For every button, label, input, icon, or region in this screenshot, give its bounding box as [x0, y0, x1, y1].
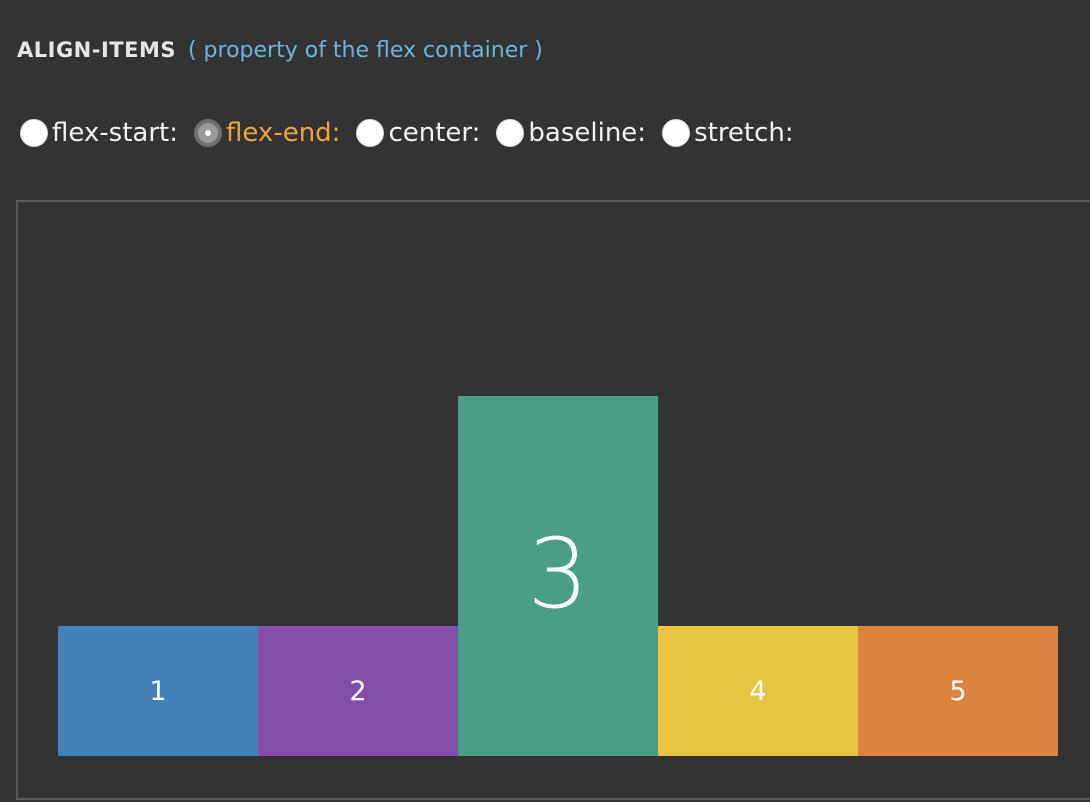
flex-item-label: 1: [149, 675, 167, 707]
flex-item-label: 2: [349, 675, 367, 707]
option-label-flex-end: flex-end:: [226, 118, 341, 148]
option-label-flex-start: flex-start:: [52, 118, 179, 148]
option-label-center: center:: [388, 118, 481, 148]
option-label-stretch: stretch:: [694, 118, 794, 148]
radio-flex-end[interactable]: [194, 119, 223, 147]
flex-item-label: 4: [749, 675, 767, 707]
option-center[interactable]: center:: [356, 118, 480, 148]
radio-center[interactable]: [356, 119, 385, 147]
flex-item-3: 3: [458, 396, 658, 756]
flex-item-5: 5: [858, 626, 1058, 756]
heading-title: ALIGN-ITEMS: [17, 38, 176, 62]
option-stretch[interactable]: stretch:: [662, 118, 794, 148]
option-flex-start[interactable]: flex-start:: [20, 118, 178, 148]
flex-container-demo: 1 2 3 4 5: [16, 200, 1090, 800]
flex-item-label: 3: [527, 518, 589, 630]
radio-stretch[interactable]: [662, 119, 691, 147]
flex-item-label: 5: [949, 675, 967, 707]
option-flex-end[interactable]: flex-end:: [194, 118, 340, 148]
radio-baseline[interactable]: [496, 119, 525, 147]
flex-item-2: 2: [258, 626, 458, 756]
flex-item-4: 4: [658, 626, 858, 756]
radio-flex-start[interactable]: [20, 119, 48, 147]
heading-subtitle: ( property of the flex container ): [187, 37, 543, 63]
align-items-options: flex-start: flex-end: center: baseline: …: [20, 114, 810, 152]
section-heading: ALIGN-ITEMS ( property of the flex conta…: [17, 34, 543, 66]
option-label-baseline: baseline:: [528, 118, 647, 148]
option-baseline[interactable]: baseline:: [496, 118, 646, 148]
flex-item-1: 1: [58, 626, 258, 756]
